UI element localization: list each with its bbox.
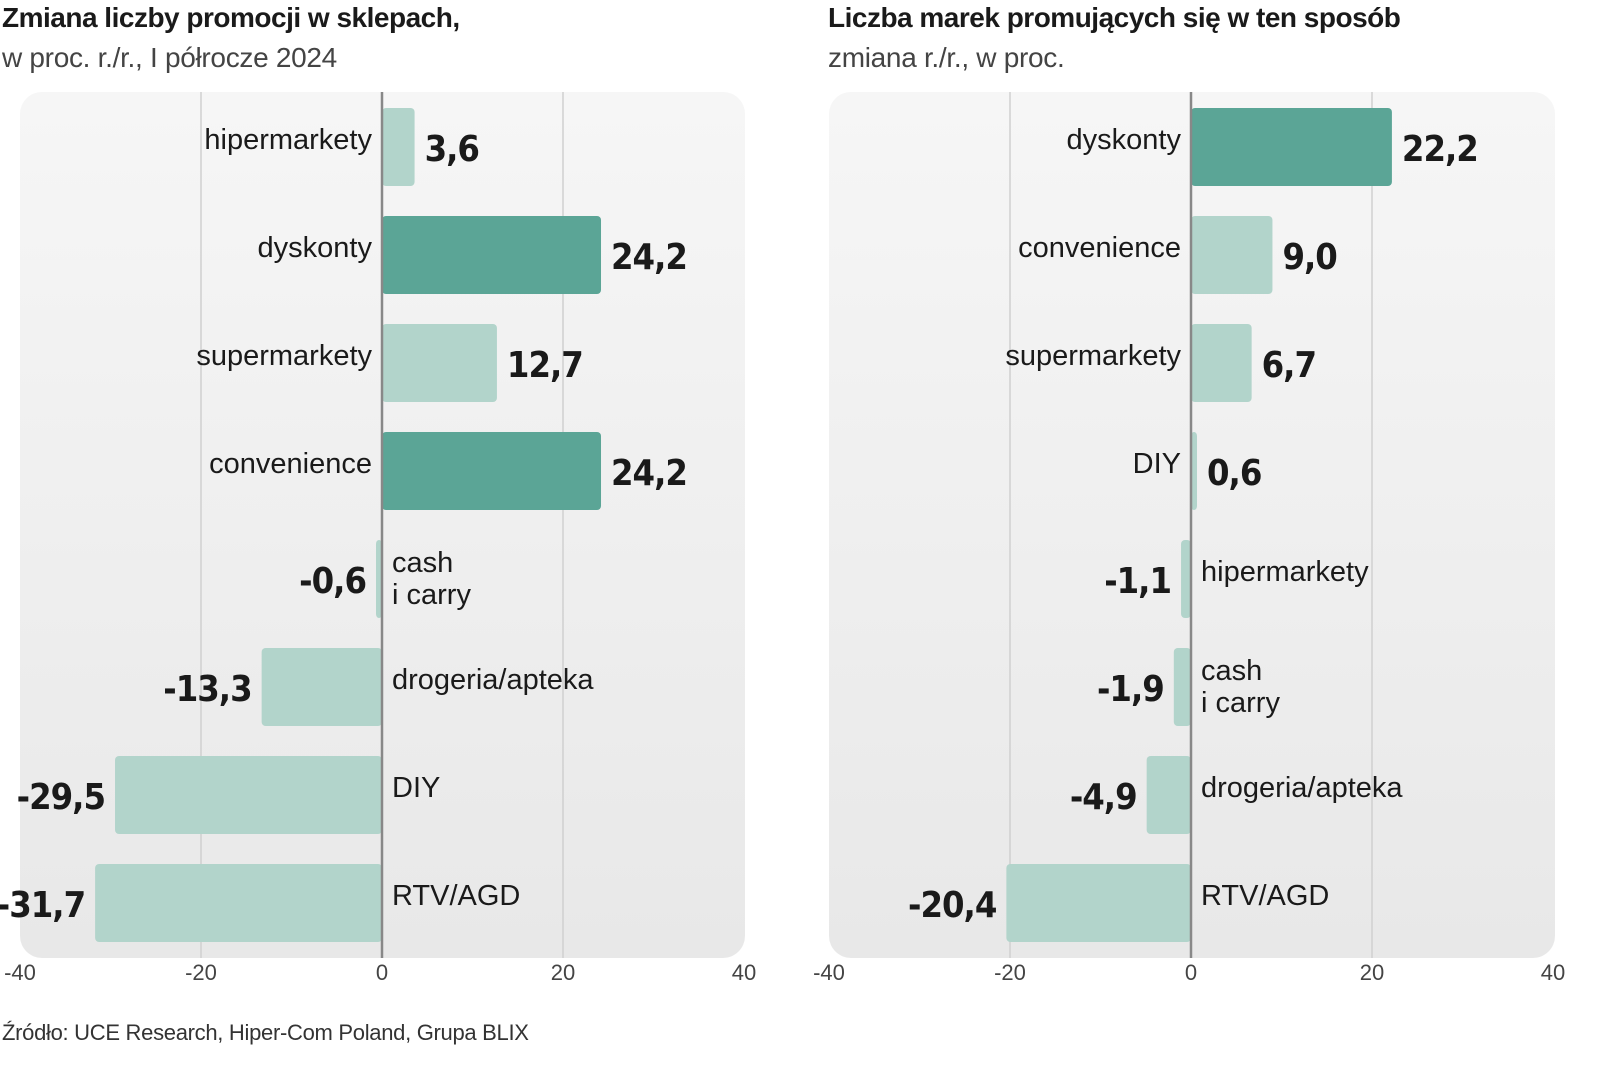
x-tick-label: 40 <box>1541 960 1565 985</box>
category-label: hipermarkety <box>204 124 372 156</box>
category-label: DIY <box>392 772 440 804</box>
bar <box>1191 432 1197 510</box>
x-tick-label: 40 <box>732 960 756 985</box>
bar <box>95 864 383 942</box>
value-label: -13,3 <box>163 669 251 710</box>
category-label: convenience <box>209 448 372 480</box>
value-label: -1,9 <box>1097 669 1164 710</box>
value-label: -0,6 <box>299 561 366 602</box>
category-label: dyskonty <box>258 232 373 264</box>
value-label: -29,5 <box>17 777 105 818</box>
category-label: RTV/AGD <box>392 880 520 912</box>
value-label: -1,1 <box>1104 561 1171 602</box>
value-label: 24,2 <box>611 453 687 494</box>
bar <box>115 756 383 834</box>
value-label: 9,0 <box>1282 237 1336 278</box>
left-chart-title: Zmiana liczby promocji w sklepach, <box>2 2 460 33</box>
bar <box>1191 324 1252 402</box>
value-label: 0,6 <box>1207 453 1261 494</box>
value-label: 24,2 <box>611 237 687 278</box>
x-tick-label: 0 <box>1185 960 1197 985</box>
value-label: -31,7 <box>0 885 85 926</box>
x-tick-label: -40 <box>4 960 36 985</box>
x-tick-label: 20 <box>1360 960 1384 985</box>
bar <box>1173 648 1191 726</box>
value-label: 6,7 <box>1262 345 1316 386</box>
x-tick-label: 0 <box>376 960 388 985</box>
right-chart-subtitle: zmiana r./r., w proc. <box>828 42 1065 73</box>
bar <box>382 324 497 402</box>
category-label: DIY <box>1133 448 1181 480</box>
left-chart-subtitle: w proc. r./r., I półrocze 2024 <box>2 42 337 73</box>
category-label: drogeria/apteka <box>392 664 594 696</box>
category-label: RTV/AGD <box>1201 880 1329 912</box>
category-label: drogeria/apteka <box>1201 772 1403 804</box>
bar <box>376 540 382 618</box>
value-label: 3,6 <box>425 129 479 170</box>
right-bar-chart: -40 -20 0 20 40 22,2 dyskonty 9,0 convenience 6,7… <box>813 92 1565 985</box>
bar <box>382 216 602 294</box>
bar <box>1191 108 1392 186</box>
value-label: 22,2 <box>1402 129 1478 170</box>
source-note: Źródło: UCE Research, Hiper-Com Poland, … <box>2 1020 529 1045</box>
value-label: -4,9 <box>1070 777 1137 818</box>
category-label: supermarkety <box>1005 340 1181 372</box>
bar <box>382 432 602 510</box>
bar <box>261 648 382 726</box>
category-label: convenience <box>1018 232 1181 264</box>
value-label: 12,7 <box>507 345 583 386</box>
bar <box>1191 216 1273 294</box>
x-tick-label: -40 <box>813 960 845 985</box>
value-label: -20,4 <box>908 885 997 926</box>
bar <box>1006 864 1191 942</box>
category-label: dyskonty <box>1067 124 1182 156</box>
category-label: supermarkety <box>196 340 372 372</box>
bar <box>1181 540 1191 618</box>
left-bar-chart: -40 -20 0 20 40 3,6 hipermarkety 24,2 dyskonty 12… <box>0 92 756 985</box>
category-label: cash i carry <box>1201 655 1280 719</box>
category-label: cash i carry <box>392 547 471 611</box>
bar <box>1146 756 1191 834</box>
category-label: hipermarkety <box>1201 556 1369 588</box>
right-chart-title: Liczba marek promujących się w ten sposó… <box>828 2 1401 33</box>
x-tick-label: 20 <box>551 960 575 985</box>
bar <box>382 108 415 186</box>
x-tick-label: -20 <box>994 960 1026 985</box>
x-tick-label: -20 <box>185 960 217 985</box>
